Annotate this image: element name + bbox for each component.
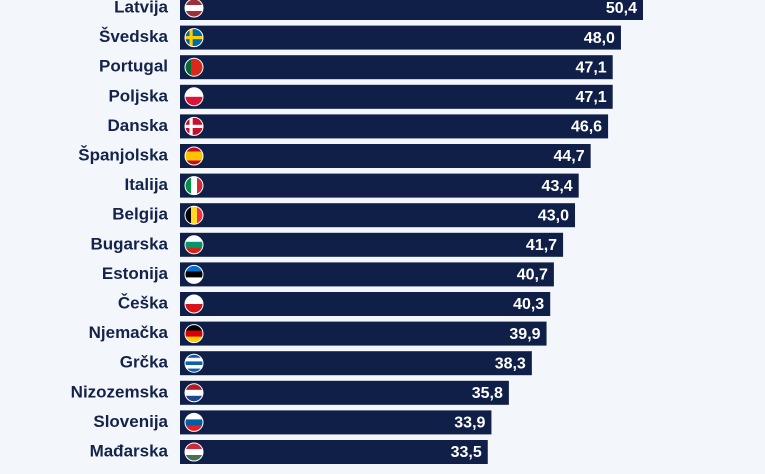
flag-icon xyxy=(185,443,203,461)
bar xyxy=(180,25,621,50)
flag-icon xyxy=(185,0,203,17)
flag-border xyxy=(184,146,204,166)
flag-border xyxy=(184,264,204,284)
value-label: 39,9 xyxy=(509,326,540,343)
flag-icon xyxy=(185,354,203,373)
bar xyxy=(180,114,609,139)
flag-icon xyxy=(185,117,203,136)
flag-border xyxy=(184,442,204,462)
bar xyxy=(180,292,551,316)
category-label: Njemačka xyxy=(89,323,169,342)
bar xyxy=(180,55,613,80)
category-label: Portugal xyxy=(99,57,168,76)
value-label: 44,7 xyxy=(553,148,584,165)
flag-icon xyxy=(185,176,203,195)
flag-icon xyxy=(185,324,203,343)
value-label: 47,1 xyxy=(576,89,607,106)
value-label: 33,5 xyxy=(451,444,482,461)
value-label: 48,0 xyxy=(584,30,615,47)
flag-border xyxy=(184,0,204,18)
category-label: Belgija xyxy=(112,205,168,224)
category-label: Bugarska xyxy=(91,234,169,253)
bar xyxy=(180,380,509,405)
flag-border xyxy=(184,57,204,77)
category-label: Nizozemska xyxy=(71,382,169,401)
category-label: Danska xyxy=(108,116,169,135)
bar xyxy=(180,144,591,168)
flag-icon xyxy=(185,265,203,284)
flag-border xyxy=(184,87,204,107)
value-label: 47,1 xyxy=(576,59,607,76)
flag-border xyxy=(184,383,204,403)
flag-icon xyxy=(185,413,203,432)
bar xyxy=(180,440,488,464)
value-label: 40,3 xyxy=(513,296,544,313)
flag-border xyxy=(184,116,204,136)
flag-icon xyxy=(185,87,203,106)
value-label: 41,7 xyxy=(526,237,557,254)
flag-icon xyxy=(185,28,203,47)
category-label: Mađarska xyxy=(90,441,169,460)
value-label: 38,3 xyxy=(495,355,526,372)
flag-icon xyxy=(185,383,203,402)
bar xyxy=(180,84,613,109)
category-label: Latvija xyxy=(114,0,168,16)
bar xyxy=(180,232,564,257)
category-label: Grčka xyxy=(120,353,169,372)
category-label: Estonija xyxy=(102,264,169,283)
category-label: Poljska xyxy=(108,86,168,105)
value-label: 43,4 xyxy=(542,178,573,195)
bar xyxy=(180,173,579,198)
flag-icon xyxy=(185,295,203,313)
flag-border xyxy=(184,235,204,255)
bar xyxy=(180,351,532,376)
flag-border xyxy=(184,294,204,314)
value-label: 40,7 xyxy=(517,267,548,284)
category-label: Češka xyxy=(118,293,169,312)
flag-icon xyxy=(185,206,203,225)
bar xyxy=(180,410,492,435)
category-label: Španjolska xyxy=(78,145,168,164)
category-label: Švedska xyxy=(99,27,169,46)
value-label: 50,4 xyxy=(606,0,637,17)
value-label: 46,6 xyxy=(571,119,602,136)
bar xyxy=(180,203,576,228)
flag-border xyxy=(184,28,204,48)
bar xyxy=(180,262,554,287)
flag-border xyxy=(184,353,204,373)
category-label: Italija xyxy=(125,175,169,194)
value-label: 43,0 xyxy=(538,207,569,224)
bar xyxy=(180,321,547,346)
flag-border xyxy=(184,176,204,196)
category-label: Slovenija xyxy=(93,412,168,431)
flag-border xyxy=(184,205,204,225)
flag-border xyxy=(184,412,204,432)
flag-icon xyxy=(185,58,203,77)
value-label: 35,8 xyxy=(472,385,503,402)
flag-icon xyxy=(185,235,203,254)
value-label: 33,9 xyxy=(454,415,485,432)
flag-icon xyxy=(185,147,203,165)
bar xyxy=(180,0,643,20)
flag-border xyxy=(184,324,204,344)
